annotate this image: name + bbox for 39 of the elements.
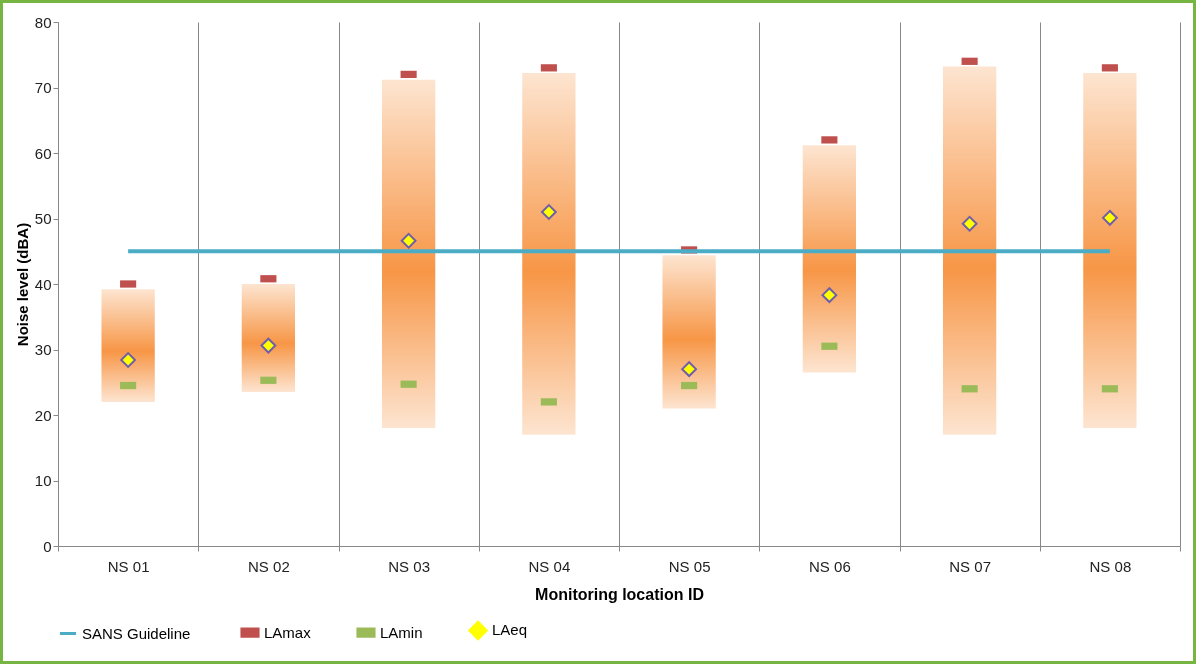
x-tick-label: NS 03 — [388, 557, 430, 575]
bar — [381, 79, 436, 429]
y-tick-label: 20 — [34, 406, 52, 424]
bar — [802, 145, 857, 373]
point — [961, 215, 978, 232]
y-tick-label: 80 — [34, 13, 52, 31]
x-tick-label: NS 02 — [248, 557, 290, 575]
y-tick-label: 50 — [34, 210, 52, 227]
y-tick-label: 40 — [34, 275, 52, 293]
bar — [1083, 73, 1137, 429]
bar — [522, 73, 576, 435]
y-tick-label: 70 — [34, 79, 52, 96]
legend-label: LAeq — [492, 621, 528, 639]
y-tick-label: 0 — [43, 537, 52, 555]
point — [681, 361, 698, 378]
legend-label: SANS Guideline — [82, 624, 191, 642]
point — [400, 232, 417, 249]
x-tick-label: NS 01 — [107, 557, 150, 575]
point — [120, 352, 137, 368]
x-tick-label: NS 06 — [809, 557, 851, 575]
y-axis-title: Noise level (dBA) — [13, 222, 31, 347]
x-tick-label: NS 07 — [949, 557, 991, 575]
y-tick-label: 30 — [34, 341, 52, 358]
point — [260, 337, 277, 354]
bar — [942, 66, 997, 435]
point — [1101, 209, 1118, 226]
x-tick-label: NS 05 — [668, 557, 711, 575]
bar — [241, 284, 296, 393]
bar — [101, 289, 155, 402]
x-axis-title: Monitoring location ID — [535, 585, 704, 603]
legend-label: LAmax — [264, 623, 312, 641]
bar — [662, 255, 716, 409]
point — [540, 204, 557, 220]
x-tick-label: NS 08 — [1089, 557, 1132, 575]
y-tick-label: 60 — [34, 144, 52, 162]
legend-label: LAmin — [380, 623, 423, 641]
x-tick-label: NS 04 — [528, 557, 571, 575]
y-tick-label: 10 — [34, 472, 52, 489]
point — [821, 287, 838, 304]
